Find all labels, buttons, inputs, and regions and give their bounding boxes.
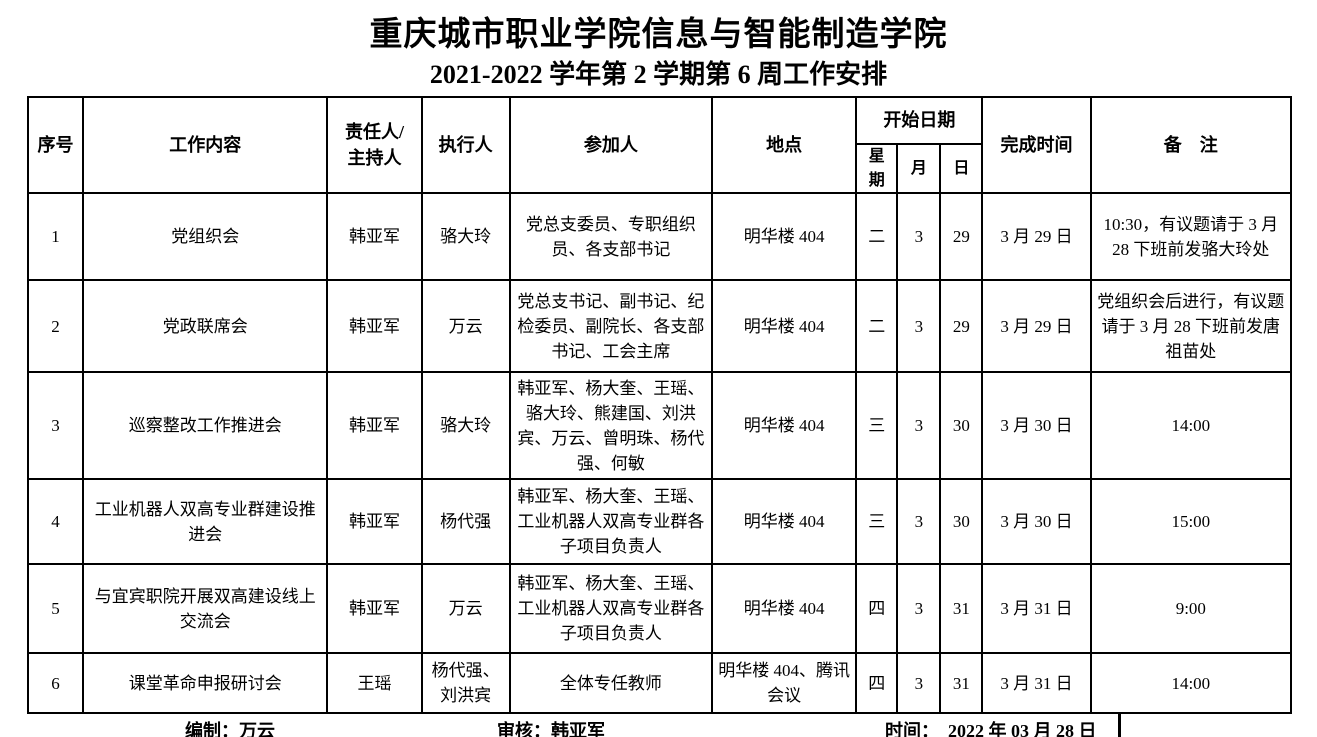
cell-content: 党政联席会 xyxy=(82,279,329,374)
header-remarks: 备 注 xyxy=(1089,95,1293,195)
cell-month: 3 xyxy=(896,192,942,282)
cell-executor: 骆大玲 xyxy=(420,192,511,282)
table-row: 6 课堂革命申报研讨会 王瑶 杨代强、刘洪宾 全体专任教师 明华楼 404、腾讯… xyxy=(26,652,1293,715)
cell-participants: 全体专任教师 xyxy=(508,652,714,715)
cell-content: 课堂革命申报研讨会 xyxy=(82,652,329,715)
cell-index: 2 xyxy=(26,279,85,374)
text-cursor xyxy=(1118,714,1121,737)
cell-weekday: 四 xyxy=(855,563,899,655)
cell-weekday: 二 xyxy=(855,279,899,374)
header-day: 日 xyxy=(939,142,984,195)
cell-responsible: 韩亚军 xyxy=(326,478,423,566)
cell-day: 30 xyxy=(939,371,984,481)
cell-finish-time: 3 月 29 日 xyxy=(981,192,1092,282)
table-row: 4 工业机器人双高专业群建设推进会 韩亚军 杨代强 韩亚军、杨大奎、王瑶、工业机… xyxy=(26,478,1293,566)
document-title: 重庆城市职业学院信息与智能制造学院 xyxy=(369,17,948,53)
cell-index: 6 xyxy=(26,652,85,715)
title-block: 重庆城市职业学院信息与智能制造学院 2021-2022 学年第 2 学期第 6 … xyxy=(0,0,1317,92)
cell-content: 巡察整改工作推进会 xyxy=(82,371,329,481)
cell-content: 与宜宾职院开展双高建设线上交流会 xyxy=(82,563,329,655)
footer-row: 编制：万云 审核：韩亚军 时间： 2022 年 03 月 28 日 xyxy=(27,714,1292,737)
cell-weekday: 三 xyxy=(855,371,899,481)
header-month: 月 xyxy=(896,142,942,195)
cell-day: 29 xyxy=(939,279,984,374)
footer-time: 时间： 2022 年 03 月 28 日 xyxy=(885,721,1097,737)
cell-index: 4 xyxy=(26,478,85,566)
cell-day: 29 xyxy=(939,192,984,282)
header-weekday: 星期 xyxy=(855,142,899,195)
header-location: 地点 xyxy=(711,95,858,195)
cell-finish-time: 3 月 30 日 xyxy=(981,478,1092,566)
header-responsible-line2: 主持人 xyxy=(347,148,402,169)
cell-remarks: 9:00 xyxy=(1089,563,1293,655)
cell-remarks: 15:00 xyxy=(1089,478,1293,566)
cell-day: 31 xyxy=(939,652,984,715)
cell-weekday: 二 xyxy=(855,192,899,282)
cell-executor: 杨代强、刘洪宾 xyxy=(420,652,511,715)
cell-responsible: 韩亚军 xyxy=(326,279,423,374)
cell-index: 5 xyxy=(26,563,85,655)
cell-content: 工业机器人双高专业群建设推进会 xyxy=(82,478,329,566)
cell-participants: 韩亚军、杨大奎、王瑶、骆大玲、熊建国、刘洪宾、万云、曾明珠、杨代强、何敏 xyxy=(508,371,714,481)
cell-month: 3 xyxy=(896,563,942,655)
cell-participants: 党总支书记、副书记、纪检委员、副院长、各支部书记、工会主席 xyxy=(508,279,714,374)
header-executor: 执行人 xyxy=(420,95,511,195)
footer-prepared: 编制：万云 xyxy=(185,721,275,737)
cell-responsible: 韩亚军 xyxy=(326,563,423,655)
cell-location: 明华楼 404 xyxy=(711,563,858,655)
cell-day: 31 xyxy=(939,563,984,655)
cell-responsible: 韩亚军 xyxy=(326,192,423,282)
cell-finish-time: 3 月 30 日 xyxy=(981,371,1092,481)
table-row: 3 巡察整改工作推进会 韩亚军 骆大玲 韩亚军、杨大奎、王瑶、骆大玲、熊建国、刘… xyxy=(26,371,1293,481)
cell-remarks: 14:00 xyxy=(1089,652,1293,715)
cell-location: 明华楼 404、腾讯会议 xyxy=(711,652,858,715)
cell-executor: 杨代强 xyxy=(420,478,511,566)
cell-month: 3 xyxy=(896,371,942,481)
cell-finish-time: 3 月 31 日 xyxy=(981,563,1092,655)
cell-content: 党组织会 xyxy=(82,192,329,282)
header-finish-time: 完成时间 xyxy=(981,95,1092,195)
cell-participants: 韩亚军、杨大奎、王瑶、工业机器人双高专业群各子项目负责人 xyxy=(508,478,714,566)
cell-location: 明华楼 404 xyxy=(711,371,858,481)
cell-index: 3 xyxy=(26,371,85,481)
cell-location: 明华楼 404 xyxy=(711,279,858,374)
cell-month: 3 xyxy=(896,652,942,715)
header-row-1: 序号 工作内容 责任人/主持人 执行人 参加人 地点 开始日期 完成时间 备 注 xyxy=(26,95,1293,195)
cell-remarks: 14:00 xyxy=(1089,371,1293,481)
cell-weekday: 四 xyxy=(855,652,899,715)
header-start-date: 开始日期 xyxy=(855,96,984,145)
cell-location: 明华楼 404 xyxy=(711,478,858,566)
cell-index: 1 xyxy=(26,192,85,282)
cell-participants: 韩亚军、杨大奎、王瑶、工业机器人双高专业群各子项目负责人 xyxy=(508,563,714,655)
cell-executor: 骆大玲 xyxy=(420,371,511,481)
header-responsible-line1: 责任人/ xyxy=(345,121,405,142)
cell-finish-time: 3 月 31 日 xyxy=(981,652,1092,715)
cell-month: 3 xyxy=(896,478,942,566)
schedule-table: 序号 工作内容 责任人/主持人 执行人 参加人 地点 开始日期 完成时间 备 注… xyxy=(26,95,1293,715)
header-participants: 参加人 xyxy=(508,95,714,195)
cell-remarks: 党组织会后进行，有议题请于 3 月 28 下班前发唐祖苗处 xyxy=(1089,279,1293,374)
cell-weekday: 三 xyxy=(855,478,899,566)
cell-responsible: 王瑶 xyxy=(326,652,423,715)
cell-participants: 党总支委员、专职组织员、各支部书记 xyxy=(508,192,714,282)
cell-remarks: 10:30，有议题请于 3 月 28 下班前发骆大玲处 xyxy=(1089,192,1293,282)
header-content: 工作内容 xyxy=(82,95,329,195)
table-row: 2 党政联席会 韩亚军 万云 党总支书记、副书记、纪检委员、副院长、各支部书记、… xyxy=(26,279,1293,374)
header-index: 序号 xyxy=(26,95,85,195)
cell-executor: 万云 xyxy=(420,279,511,374)
table-row: 1 党组织会 韩亚军 骆大玲 党总支委员、专职组织员、各支部书记 明华楼 404… xyxy=(26,192,1293,282)
cell-month: 3 xyxy=(896,279,942,374)
cell-executor: 万云 xyxy=(420,563,511,655)
cell-location: 明华楼 404 xyxy=(711,192,858,282)
header-row-2: 星期 月 日 xyxy=(28,142,1291,195)
document-subtitle: 2021-2022 学年第 2 学期第 6 周工作安排 xyxy=(429,60,888,89)
cell-finish-time: 3 月 29 日 xyxy=(981,279,1092,374)
cell-day: 30 xyxy=(939,478,984,566)
footer-reviewed: 审核：韩亚军 xyxy=(497,721,605,737)
cell-responsible: 韩亚军 xyxy=(326,371,423,481)
table-row: 5 与宜宾职院开展双高建设线上交流会 韩亚军 万云 韩亚军、杨大奎、王瑶、工业机… xyxy=(26,563,1293,655)
header-responsible: 责任人/主持人 xyxy=(326,95,423,195)
